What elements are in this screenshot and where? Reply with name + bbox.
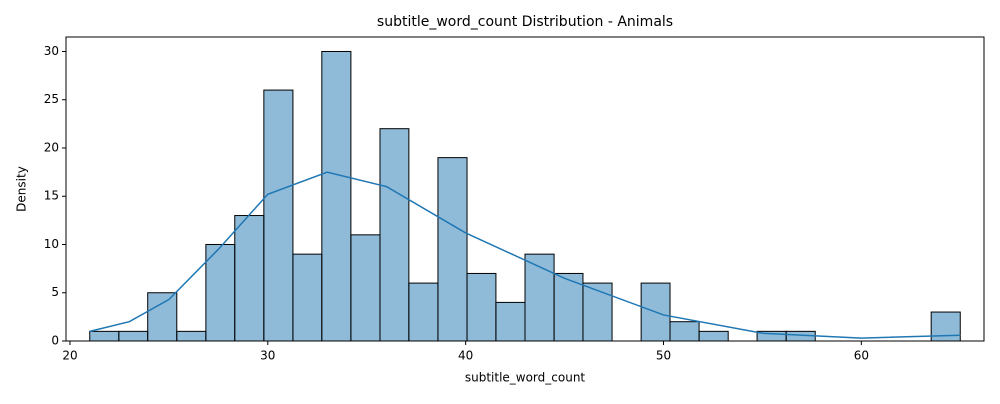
bar — [698, 330, 729, 342]
bar — [263, 89, 294, 342]
x-tick-label: 60 — [854, 349, 869, 363]
bar — [495, 301, 526, 342]
bar — [582, 282, 613, 342]
bar — [524, 253, 555, 342]
y-tick-label: 5 — [51, 285, 59, 299]
x-axis-label: subtitle_word_count — [465, 371, 586, 385]
bar — [437, 157, 468, 342]
kde-line — [89, 171, 961, 339]
bar — [350, 234, 381, 342]
y-tick-label: 15 — [44, 189, 59, 203]
bar — [89, 330, 120, 342]
bar — [205, 243, 236, 342]
bar — [379, 128, 410, 342]
plot-frame — [65, 36, 985, 342]
x-tick-label: 50 — [656, 349, 671, 363]
bar — [669, 321, 700, 342]
bar — [408, 282, 439, 342]
x-tick-label: 40 — [458, 349, 473, 363]
bar — [466, 272, 497, 342]
bar — [234, 215, 265, 342]
bar — [118, 330, 149, 342]
y-tick-label: 10 — [44, 237, 59, 251]
y-axis-label: Density — [15, 166, 29, 212]
x-tick-label: 20 — [62, 349, 77, 363]
y-tick-label: 0 — [51, 334, 59, 348]
x-tick-label: 30 — [260, 349, 275, 363]
y-tick-label: 30 — [44, 44, 59, 58]
y-tick-label: 20 — [44, 140, 59, 154]
y-tick-label: 25 — [44, 92, 59, 106]
bar — [553, 272, 584, 342]
bar — [292, 253, 323, 342]
bar — [147, 292, 178, 342]
chart-title: subtitle_word_count Distribution - Anima… — [377, 14, 673, 30]
bar — [321, 50, 352, 342]
bar — [176, 330, 207, 342]
